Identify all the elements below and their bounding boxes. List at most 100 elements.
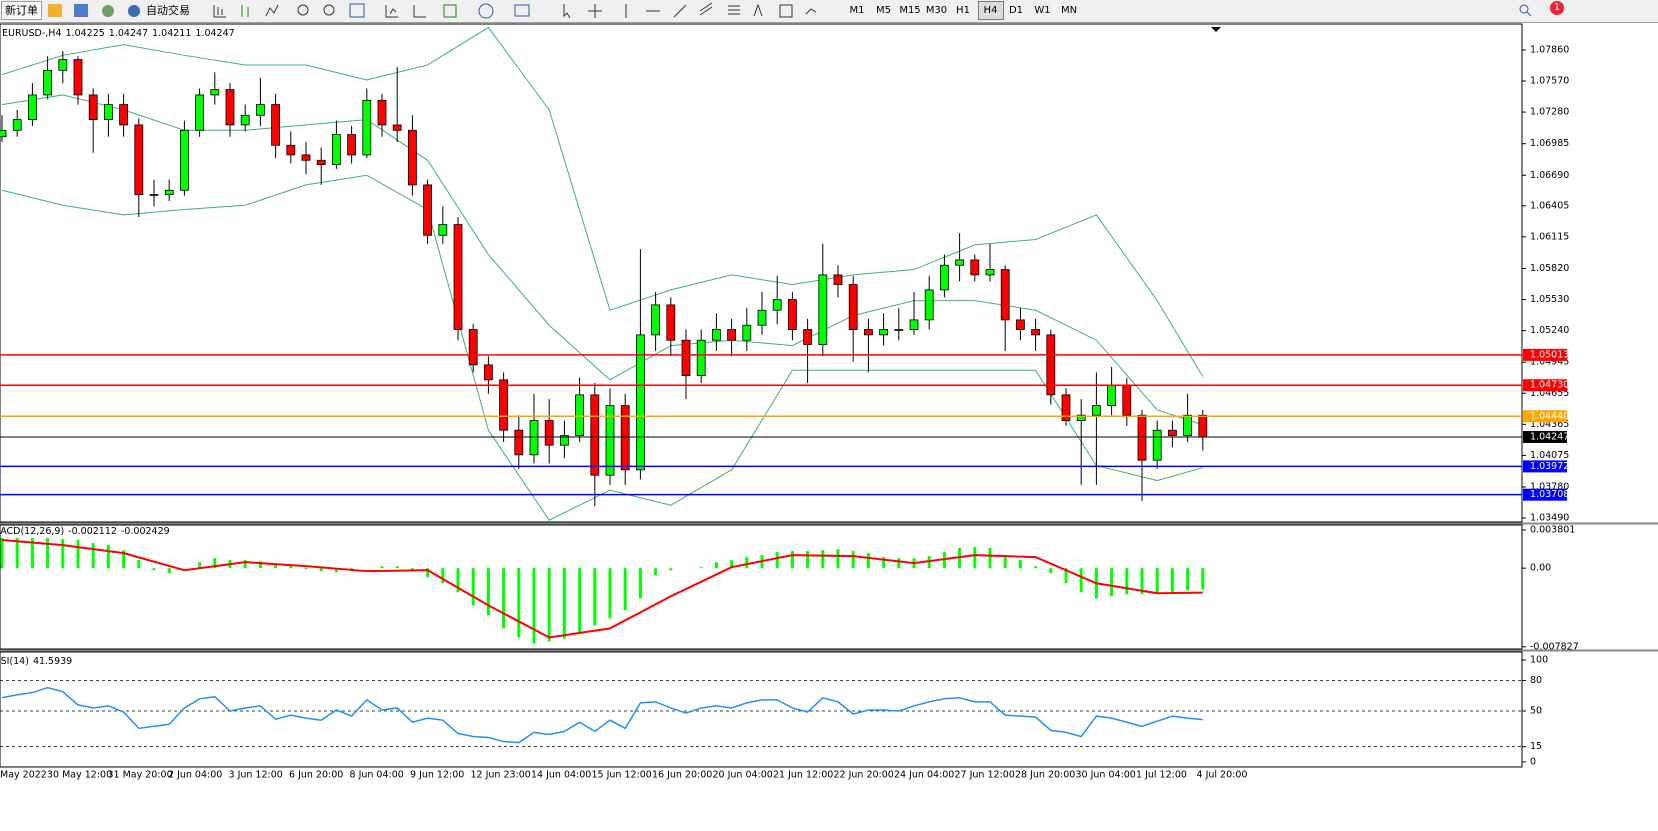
indicator-title: RSI(14) — [0, 656, 29, 667]
header-value: -0.002112 — [68, 526, 117, 537]
candle-body — [483, 364, 493, 381]
x-tick-label: 31 May 20:00 — [108, 770, 173, 781]
header-value: 1.04211 — [152, 28, 191, 39]
price-level-tag — [1523, 410, 1567, 423]
x-tick-label: May 2022 — [0, 770, 47, 781]
candle-body — [560, 435, 569, 446]
x-tick-label: 16 Jun 20:00 — [652, 770, 712, 781]
candle-body — [195, 94, 205, 131]
candle-body — [468, 329, 478, 366]
candle-body — [1183, 414, 1192, 436]
candle-body — [12, 119, 22, 131]
macd-signal-line — [1, 539, 1203, 639]
candle-body — [453, 224, 463, 330]
candle-body — [1031, 329, 1040, 336]
timeframe-button[interactable]: M1 — [849, 5, 865, 16]
candle-body — [1152, 429, 1162, 461]
y-tick-label: 1.07860 — [1530, 44, 1569, 55]
icon — [349, 3, 365, 18]
icon — [805, 8, 817, 15]
timeframe-button[interactable]: H1 — [956, 5, 970, 16]
icon — [241, 5, 249, 17]
candle-body — [909, 319, 919, 330]
candle-body — [757, 309, 767, 326]
icon — [443, 4, 457, 18]
candle-body — [1168, 429, 1177, 436]
indicator-header: EURUSD-,H4 1.04225 1.04247 1.04211 1.04247 — [2, 28, 235, 39]
candle-body — [529, 420, 539, 456]
y-tick-label: 1.07280 — [1530, 107, 1569, 118]
header-value: 41.5939 — [33, 656, 72, 667]
x-tick-label: 12 Jun 23:00 — [471, 770, 531, 781]
candle-body — [1122, 384, 1132, 416]
y-tick-label: 1.06985 — [1530, 138, 1569, 149]
candle-body — [392, 124, 402, 131]
price-level-tag — [1523, 430, 1567, 443]
toolbar: 新订单 自动交易 1 M1 M5 M15 M30 H1 H4 D1 W1 MN — [0, 0, 1658, 23]
timeframe-button[interactable]: H4 — [977, 1, 1004, 20]
candle-body — [240, 114, 250, 126]
price-level-label: 1.04247 — [1530, 431, 1569, 442]
y-tick-label: 100 — [1530, 655, 1548, 666]
x-tick-label: 2 Jun 04:00 — [168, 770, 222, 781]
candle-body — [316, 159, 326, 165]
bollinger-lower — [1, 174, 1203, 521]
timeframe-button[interactable]: W1 — [1034, 5, 1051, 16]
y-tick-label: 1.07570 — [1530, 76, 1569, 87]
auto-trading-button[interactable]: 自动交易 — [146, 4, 190, 17]
icon — [753, 3, 763, 17]
candle-body — [696, 339, 706, 376]
rsi-line — [1, 686, 1203, 744]
candle-body — [1092, 405, 1101, 416]
x-tick-label: 9 Jun 12:00 — [410, 770, 464, 781]
bollinger-mid — [1, 94, 1203, 426]
y-tick-label: 1.06115 — [1530, 231, 1569, 242]
candle-body — [605, 405, 615, 476]
y-tick-label: 1.05820 — [1530, 263, 1569, 274]
candle-body — [712, 329, 721, 341]
x-tick-label: 27 Jun 12:00 — [955, 770, 1015, 781]
candle-body — [620, 405, 630, 471]
new-order-button[interactable]: 新订单 — [1, 1, 42, 20]
timeframe-button[interactable]: M15 — [899, 5, 921, 16]
x-tick-label: 15 Jun 12:00 — [592, 770, 652, 781]
price-level-label: 1.05013 — [1530, 349, 1569, 360]
candle-body — [73, 59, 83, 96]
candle-body — [1107, 384, 1116, 406]
candle-body — [636, 334, 645, 471]
candle-body — [149, 194, 159, 196]
candle-body — [27, 94, 37, 120]
x-tick-label: 3 Jun 12:00 — [229, 770, 283, 781]
y-tick-label: 0 — [1530, 756, 1536, 767]
timeframe-button[interactable]: D1 — [1008, 5, 1024, 16]
x-tick-label: 4 Jul 20:00 — [1197, 770, 1248, 781]
x-tick-label: 30 Jun 04:00 — [1076, 770, 1136, 781]
candle-body — [788, 299, 797, 330]
icon — [588, 4, 602, 18]
icon — [385, 5, 398, 18]
bollinger-upper — [1, 26, 1204, 377]
icon — [74, 4, 88, 17]
candle-body — [803, 329, 812, 345]
x-tick-label: 1 Jul 12:00 — [1136, 770, 1187, 781]
candle-body — [772, 299, 782, 311]
y-tick-label: 80 — [1530, 675, 1542, 686]
y-tick-label: 50 — [1530, 706, 1542, 717]
y-tick-label: 1.04075 — [1530, 450, 1569, 461]
candle-body — [742, 324, 752, 341]
candle-body — [848, 284, 858, 330]
icon — [1526, 11, 1532, 17]
candle-body — [423, 184, 433, 236]
price-level-tag — [1523, 348, 1567, 361]
candle-body — [225, 89, 235, 126]
candle-body — [255, 104, 265, 116]
icon — [48, 4, 62, 17]
candle-body — [362, 99, 372, 156]
candle-body — [1061, 394, 1071, 421]
timeframe-button[interactable]: M30 — [925, 5, 948, 16]
y-tick-label: 1.03490 — [1530, 513, 1569, 524]
timeframe-button[interactable]: M5 — [876, 5, 891, 16]
candle-body — [970, 259, 980, 276]
timeframe-button[interactable]: MN — [1060, 5, 1078, 16]
